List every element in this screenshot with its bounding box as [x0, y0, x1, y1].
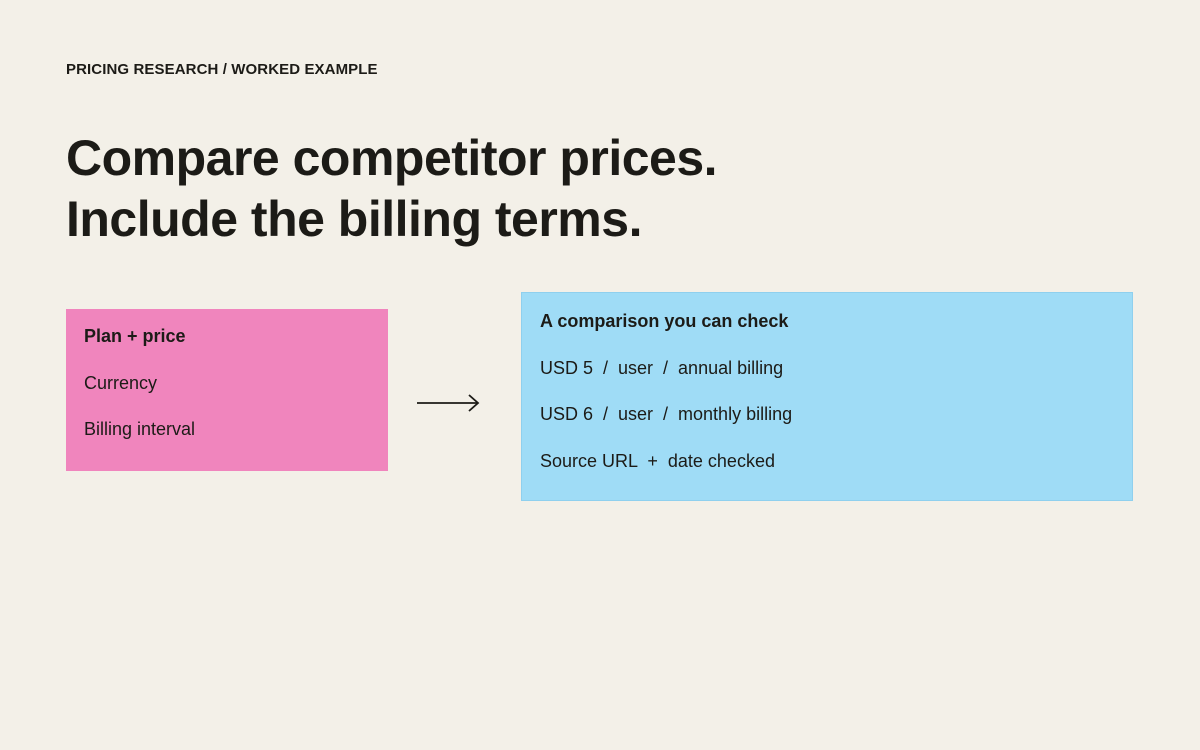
card-item: USD 5 / user / annual billing	[540, 357, 784, 378]
card-item: Currency	[84, 372, 158, 393]
eyebrow: PRICING RESEARCH / WORKED EXAMPLE	[66, 61, 378, 78]
title: Compare competitor prices. Include the b…	[66, 128, 718, 250]
input-card: Plan + price Currency Billing interval	[66, 309, 388, 471]
output-card: A comparison you can check USD 5 / user …	[521, 292, 1133, 501]
card-item: USD 6 / user / monthly billing	[540, 404, 793, 424]
title-line: Compare competitor prices.	[66, 130, 718, 186]
arrow	[417, 394, 480, 412]
card-item: Billing interval	[84, 419, 196, 439]
card-item: Source URL + date checked	[540, 450, 775, 471]
title-line: Include the billing terms.	[66, 191, 642, 247]
card-title: A comparison you can check	[540, 311, 789, 331]
card-title: Plan + price	[84, 326, 186, 346]
